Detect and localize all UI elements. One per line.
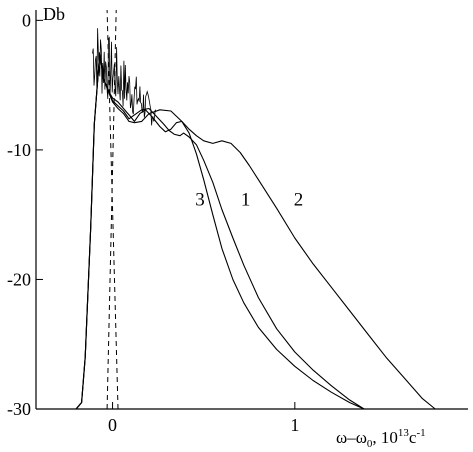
curve-labels: 1 2 3 — [195, 190, 303, 211]
axis-ticks: 0 -10 -20 -30 0 1 — [7, 10, 299, 435]
y-tick-label: -10 — [7, 140, 31, 160]
series-line-1 — [75, 52, 365, 410]
x-axis-label: ω–ω0, 1013c-1 — [336, 427, 426, 450]
series-label-2: 2 — [294, 190, 304, 211]
y-axis-label: Db — [43, 4, 65, 24]
series-lines — [75, 52, 436, 410]
dashed-reference-line — [106, 9, 117, 410]
reference-dashed-lines — [106, 9, 119, 410]
y-tick-label: 0 — [22, 10, 31, 30]
x-tick-label: 1 — [290, 415, 299, 435]
dashed-reference-line — [106, 9, 119, 410]
y-tick-label: -20 — [7, 269, 31, 289]
y-tick-label: -30 — [7, 399, 31, 419]
series-label-3: 3 — [195, 190, 205, 211]
plot-frame — [35, 10, 468, 410]
series-label-1: 1 — [241, 190, 251, 211]
series-line-3 — [75, 52, 365, 410]
x-tick-label: 0 — [108, 415, 117, 435]
